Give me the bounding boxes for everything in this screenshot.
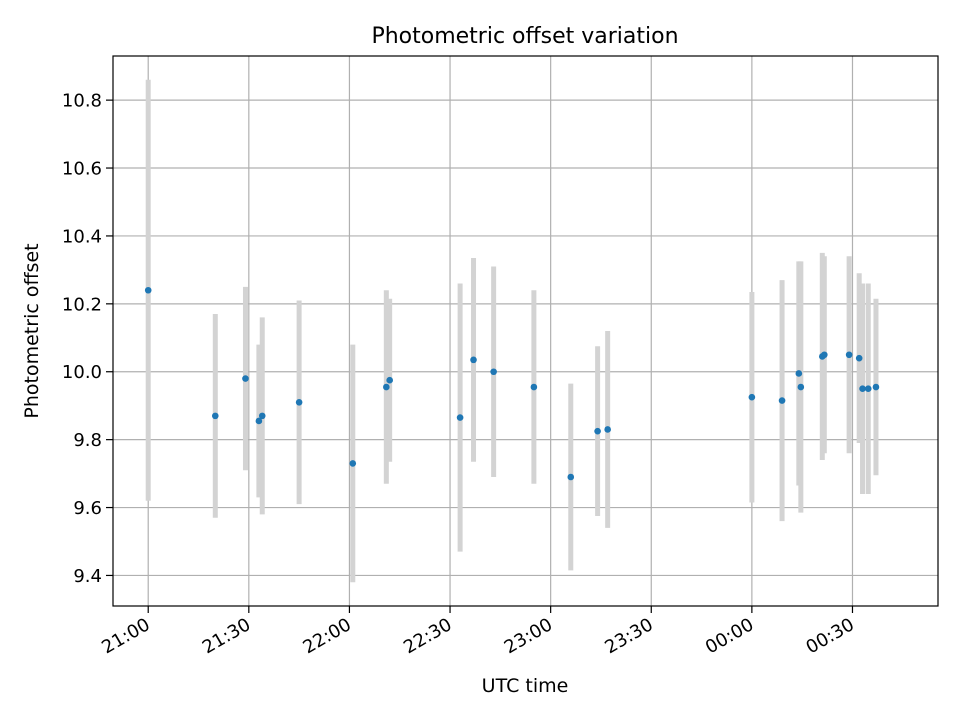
y-tick-label: 9.6 [73,498,102,519]
data-point [855,354,863,362]
data-markers [144,286,880,481]
y-axis-ticks: 9.4 9.6 9.8 10.0 10.2 10.4 10.6 10.8 [62,91,113,587]
y-tick-label: 10.6 [62,159,102,180]
data-point [386,376,393,384]
data-point [795,370,803,377]
data-point [821,351,828,359]
y-tick-label: 10.4 [62,226,102,247]
data-point [258,412,266,420]
data-point [255,417,263,425]
y-tick-label: 10.2 [62,294,102,315]
data-point [604,426,611,433]
data-point [594,427,601,435]
data-point [797,383,805,391]
data-point [349,460,357,467]
data-point [872,383,880,391]
plot-frame [112,55,939,607]
data-point [383,383,390,391]
y-tick-label: 10.0 [62,362,102,383]
data-point [295,398,303,406]
chart-title: Photometric offset variation [371,24,678,49]
y-tick-label: 10.8 [62,91,102,112]
data-point [845,351,853,359]
x-axis-label: UTC time [482,675,569,697]
data-point [456,414,464,421]
data-point [144,286,152,294]
data-point [778,397,786,404]
data-point [567,473,575,481]
data-point [211,412,219,420]
data-point [748,393,756,401]
data-point [864,385,872,393]
data-point [242,375,249,382]
data-point [530,383,538,391]
data-point [490,368,497,376]
y-tick-label: 9.8 [73,430,102,451]
y-axis-label: Photometric offset [21,243,43,418]
y-tick-label: 9.4 [73,566,102,587]
data-point [859,385,866,393]
data-point [470,356,477,364]
